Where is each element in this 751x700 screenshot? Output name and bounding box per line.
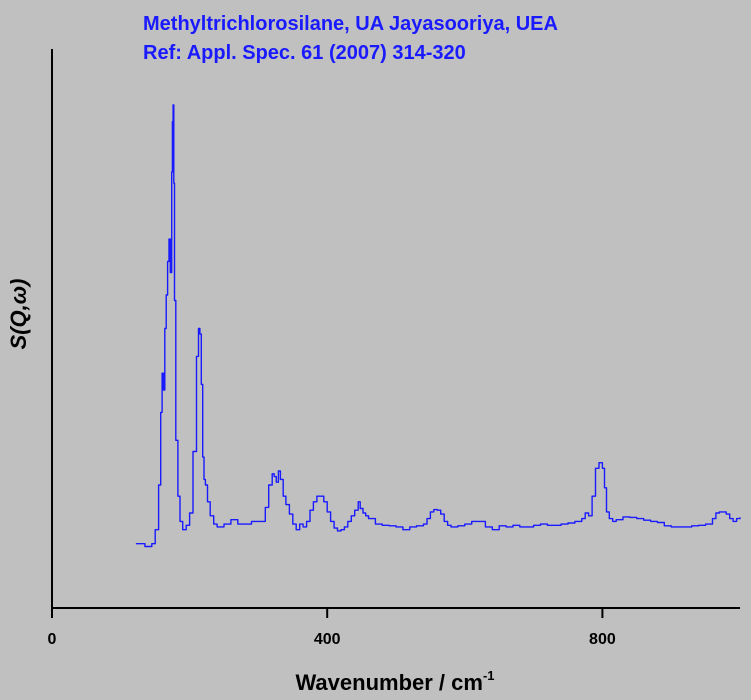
- x-axis-label-superscript: -1: [483, 668, 495, 683]
- x-axis-ticks: 0 400 800: [48, 608, 616, 648]
- x-tick-label: 800: [589, 631, 616, 648]
- chart-title: Methyltrichlorosilane, UA Jayasooriya, U…: [143, 13, 558, 35]
- spectrum-series-line: [135, 104, 741, 548]
- y-axis-label: S(Q,ω): [6, 279, 31, 350]
- chart-subtitle: Ref: Appl. Spec. 61 (2007) 314-320: [143, 42, 466, 64]
- x-tick-label: 0: [48, 631, 57, 648]
- x-tick-label: 400: [314, 631, 341, 648]
- x-axis-label: Wavenumber / cm-1: [295, 668, 494, 695]
- x-axis-label-text: Wavenumber / cm: [295, 670, 482, 695]
- chart-title-block: Methyltrichlorosilane, UA Jayasooriya, U…: [143, 10, 558, 68]
